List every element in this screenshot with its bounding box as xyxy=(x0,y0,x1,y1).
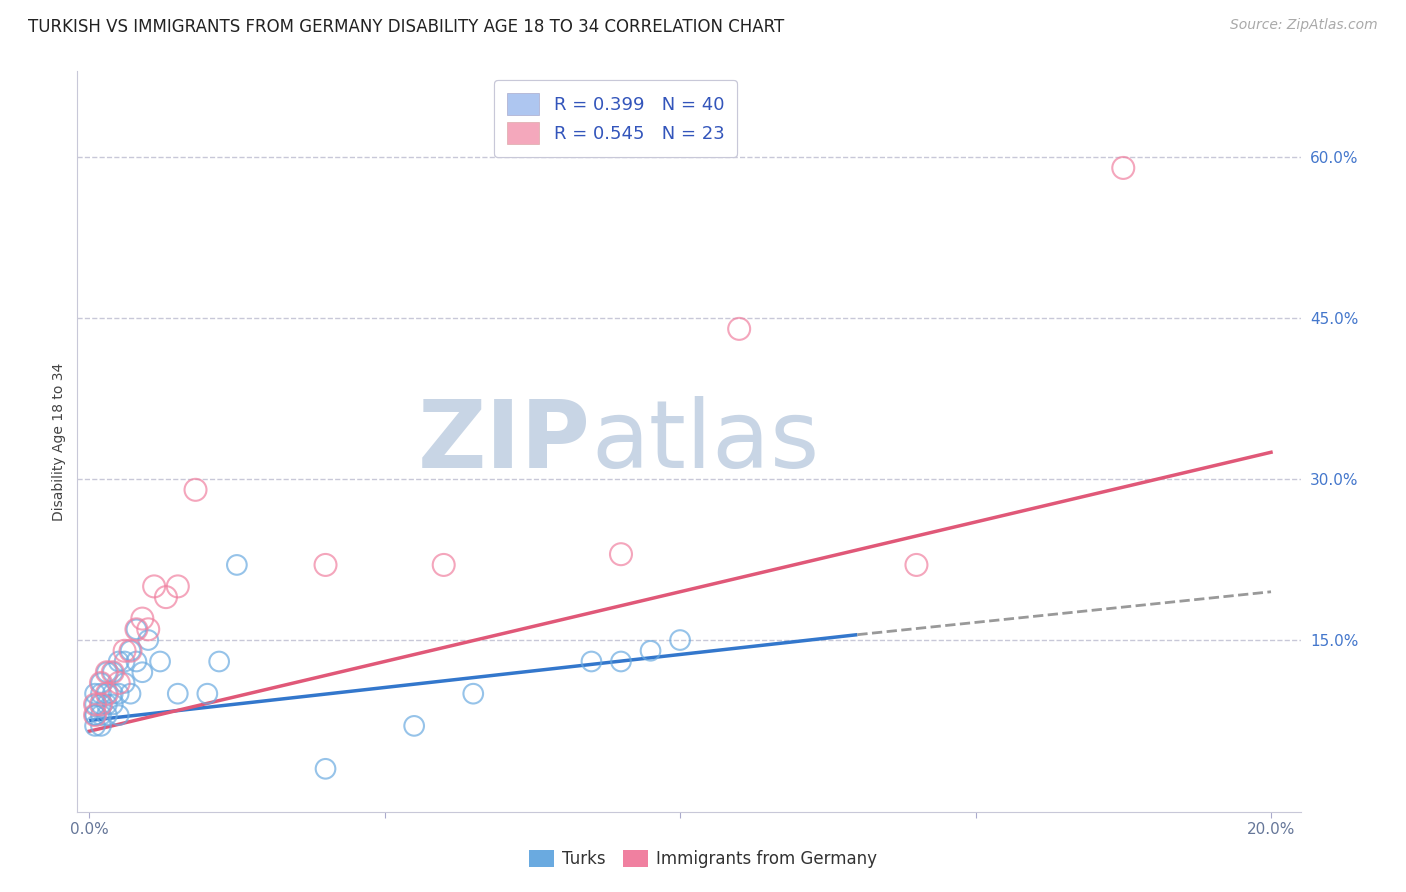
Legend: R = 0.399   N = 40, R = 0.545   N = 23: R = 0.399 N = 40, R = 0.545 N = 23 xyxy=(494,80,737,157)
Y-axis label: Disability Age 18 to 34: Disability Age 18 to 34 xyxy=(52,362,66,521)
Point xyxy=(315,558,337,572)
Point xyxy=(120,644,142,658)
Point xyxy=(166,579,188,593)
Point xyxy=(143,579,166,593)
Point xyxy=(136,633,159,648)
Point xyxy=(101,687,124,701)
Point xyxy=(463,687,485,701)
Point xyxy=(84,708,107,723)
Point xyxy=(433,558,456,572)
Point xyxy=(90,676,112,690)
Point xyxy=(101,665,124,680)
Point xyxy=(131,665,153,680)
Point xyxy=(581,655,603,669)
Legend: Turks, Immigrants from Germany: Turks, Immigrants from Germany xyxy=(523,843,883,875)
Point xyxy=(114,655,136,669)
Point xyxy=(120,687,142,701)
Point xyxy=(101,665,124,680)
Point xyxy=(84,708,107,723)
Point xyxy=(905,558,928,572)
Text: ZIP: ZIP xyxy=(418,395,591,488)
Point xyxy=(84,719,107,733)
Point xyxy=(125,655,148,669)
Point xyxy=(107,687,129,701)
Point xyxy=(315,762,337,776)
Point xyxy=(96,708,118,723)
Point xyxy=(136,623,159,637)
Text: TURKISH VS IMMIGRANTS FROM GERMANY DISABILITY AGE 18 TO 34 CORRELATION CHART: TURKISH VS IMMIGRANTS FROM GERMANY DISAB… xyxy=(28,18,785,36)
Point xyxy=(101,698,124,712)
Point xyxy=(90,698,112,712)
Point xyxy=(195,687,218,701)
Point xyxy=(84,698,107,712)
Point xyxy=(114,676,136,690)
Point xyxy=(728,322,751,336)
Point xyxy=(90,698,112,712)
Point xyxy=(96,665,118,680)
Point xyxy=(640,644,662,658)
Point xyxy=(96,665,118,680)
Point xyxy=(96,687,118,701)
Point xyxy=(107,708,129,723)
Point xyxy=(610,655,633,669)
Point xyxy=(125,623,148,637)
Point xyxy=(225,558,247,572)
Point xyxy=(90,676,112,690)
Point xyxy=(125,623,148,637)
Point xyxy=(84,698,107,712)
Point xyxy=(208,655,231,669)
Point xyxy=(107,676,129,690)
Point xyxy=(155,590,177,604)
Point xyxy=(90,687,112,701)
Point xyxy=(184,483,207,497)
Point xyxy=(84,708,107,723)
Point xyxy=(166,687,188,701)
Point xyxy=(404,719,426,733)
Point xyxy=(120,644,142,658)
Point xyxy=(90,719,112,733)
Point xyxy=(84,687,107,701)
Text: atlas: atlas xyxy=(591,395,820,488)
Point xyxy=(131,611,153,625)
Point xyxy=(96,698,118,712)
Point xyxy=(96,687,118,701)
Point xyxy=(610,547,633,561)
Text: Source: ZipAtlas.com: Source: ZipAtlas.com xyxy=(1230,18,1378,32)
Point xyxy=(107,655,129,669)
Point xyxy=(149,655,172,669)
Point xyxy=(114,644,136,658)
Point xyxy=(90,708,112,723)
Point xyxy=(1112,161,1135,175)
Point xyxy=(669,633,692,648)
